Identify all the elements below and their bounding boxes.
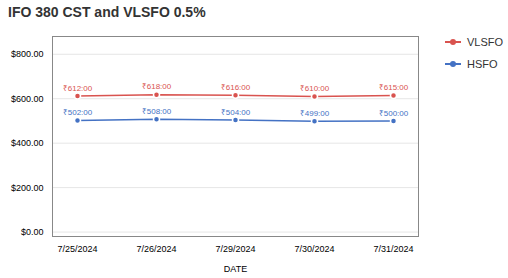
svg-text:$400.00: $400.00 <box>11 138 44 148</box>
html-text:VLSFO: VLSFO <box>467 36 504 48</box>
svg-text:7/26/2024: 7/26/2024 <box>136 244 176 254</box>
html-text:IFO 380 CST and VLSFO 0.5%: IFO 380 CST and VLSFO 0.5% <box>8 4 206 20</box>
svg-text:₹499:00: ₹499:00 <box>300 109 330 118</box>
svg-text:7/30/2024: 7/30/2024 <box>294 244 334 254</box>
svg-text:$200.00: $200.00 <box>11 182 44 192</box>
svg-text:₹615:00: ₹615:00 <box>379 83 409 92</box>
svg-text:₹500:00: ₹500:00 <box>379 109 409 118</box>
svg-text:$0.00: $0.00 <box>21 227 44 237</box>
svg-text:7/29/2024: 7/29/2024 <box>215 244 255 254</box>
svg-text:₹508:00: ₹508:00 <box>142 107 172 116</box>
html-text:HSFO: HSFO <box>467 58 498 70</box>
svg-text:$800.00: $800.00 <box>11 49 44 59</box>
svg-text:₹616:00: ₹616:00 <box>221 83 251 92</box>
svg-text:7/25/2024: 7/25/2024 <box>57 244 97 254</box>
svg-text:₹610:00: ₹610:00 <box>300 84 330 93</box>
svg-text:$600.00: $600.00 <box>11 94 44 104</box>
svg-text:₹618:00: ₹618:00 <box>142 82 172 91</box>
svg-text:₹502:00: ₹502:00 <box>63 108 93 117</box>
svg-text:₹504:00: ₹504:00 <box>221 108 251 117</box>
svg-text:DATE: DATE <box>224 264 247 274</box>
svg-text:₹612:00: ₹612:00 <box>63 84 93 93</box>
svg-text:7/31/2024: 7/31/2024 <box>373 244 413 254</box>
